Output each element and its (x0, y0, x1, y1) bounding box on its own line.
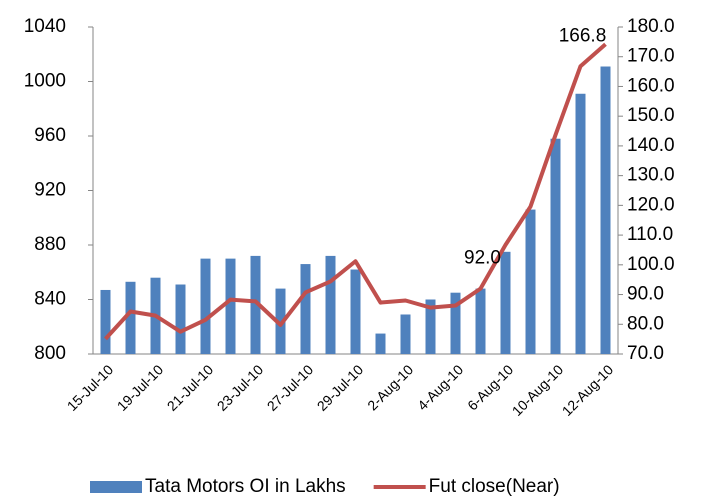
x-tick-label: 21-Jul-10 (164, 361, 217, 414)
y-tick-label: 1000 (24, 71, 66, 92)
y2-tick-label: 120.0 (627, 194, 675, 215)
bar (350, 269, 361, 354)
y-tick-label: 960 (34, 125, 66, 146)
y2-tick-label: 160.0 (627, 75, 675, 96)
y-tick-label: 800 (34, 343, 66, 364)
x-tick-label: 29-Jul-10 (314, 361, 367, 414)
y-tick-label: 840 (34, 289, 66, 310)
y2-tick-label: 150.0 (627, 105, 675, 126)
y-tick-label: 920 (34, 180, 66, 201)
y-tick-label: 880 (34, 234, 66, 255)
bar (325, 255, 336, 354)
bar (425, 299, 436, 354)
y2-tick-label: 100.0 (627, 254, 675, 275)
bar (525, 209, 536, 354)
y2-tick-label: 70.0 (627, 343, 664, 364)
x-tick-label: 4-Aug-10 (414, 361, 466, 413)
y2-tick-label: 90.0 (627, 284, 664, 305)
x-tick-label: 15-Jul-10 (64, 361, 117, 414)
x-tick-label: 12-Aug-10 (559, 361, 617, 419)
bar (500, 251, 511, 354)
data-label: 166.8 (559, 25, 607, 46)
y2-tick-label: 170.0 (627, 46, 675, 67)
x-tick-label: 6-Aug-10 (464, 361, 516, 413)
y2-tick-label: 110.0 (627, 224, 673, 245)
bar (225, 258, 236, 354)
bar (175, 284, 186, 354)
legend-label: Tata Motors OI in Lakhs (145, 476, 346, 497)
x-tick-label: 10-Aug-10 (509, 361, 567, 419)
data-label: 92.0 (464, 248, 501, 269)
y2-tick-label: 140.0 (627, 135, 675, 156)
bar (300, 264, 311, 354)
bar (575, 93, 586, 354)
bar (125, 281, 136, 354)
bar (250, 255, 261, 354)
line (104, 42, 607, 341)
legend-swatch (90, 481, 142, 493)
bar (600, 66, 611, 354)
bar (375, 333, 386, 354)
legend-label: Fut close(Near) (429, 476, 560, 497)
bar (100, 289, 111, 354)
bar (475, 288, 486, 354)
x-tick-label: 2-Aug-10 (364, 361, 416, 413)
bar (550, 138, 561, 354)
bar (275, 288, 286, 354)
bar (400, 314, 411, 354)
y2-tick-label: 80.0 (627, 313, 664, 334)
x-tick-label: 19-Jul-10 (114, 361, 167, 414)
y2-tick-label: 130.0 (627, 165, 675, 186)
y-tick-label: 1040 (24, 16, 66, 37)
bar (200, 258, 211, 354)
x-tick-label: 27-Jul-10 (264, 361, 317, 414)
bar (450, 292, 461, 354)
x-tick-label: 23-Jul-10 (214, 361, 267, 414)
y2-tick-label: 180.0 (627, 16, 675, 37)
